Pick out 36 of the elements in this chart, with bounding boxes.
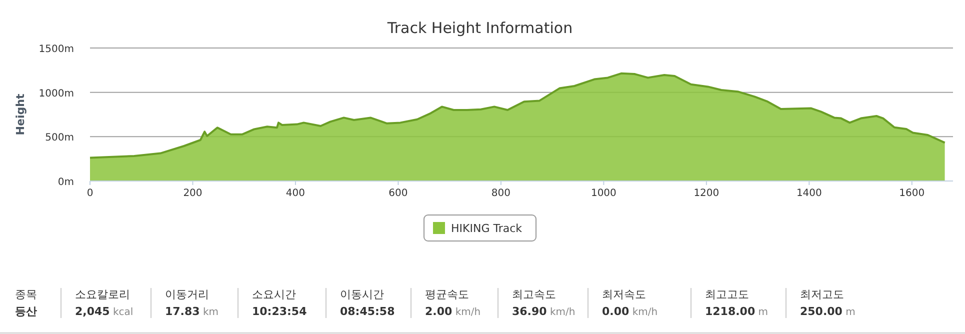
text: 36.90 km/h [512,305,576,318]
text: 최고속도 [512,288,556,301]
text: 10:23:54 [252,305,308,318]
text: 소요시간 [252,288,296,301]
y-tick-label: 500m [45,132,74,144]
text: 평균속도 [425,288,469,301]
text: 1218.00 m [705,305,768,318]
x-tick-label: 400 [286,188,306,199]
text: 등산 [15,305,37,318]
x-tick-label: 1200 [694,188,720,199]
chart-title: Track Height Information [386,19,573,37]
text: 0.00 km/h [602,305,658,318]
y-tick-label: 1000m [38,88,74,100]
x-tick-label: 1600 [899,188,925,199]
text: 2.00 km/h [425,305,481,318]
y-axis-title: Height [14,94,27,136]
text: 소요칼로리 [75,288,130,301]
text: 이동시간 [340,288,384,301]
y-tick-label: 0m [58,177,74,188]
text: 최저고도 [800,288,844,301]
x-tick-label: 800 [491,188,510,199]
x-tick-label: 600 [388,188,408,199]
text: 250.00 m [800,305,856,318]
y-tick-label: 1500m [38,44,74,55]
text: 08:45:58 [340,305,395,318]
x-tick-label: 1400 [796,188,822,199]
legend-label: HIKING Track [451,222,523,235]
text: 종목 [15,288,37,301]
text: 이동거리 [165,288,209,301]
text: 최고고도 [705,288,749,301]
text: 최저속도 [602,288,646,301]
text: 2,045 kcal [75,305,134,318]
x-tick-label: 200 [183,188,202,199]
text: 17.83 km [165,305,219,318]
x-tick-label: 1000 [590,188,616,199]
x-tick-label: 0 [86,188,94,199]
